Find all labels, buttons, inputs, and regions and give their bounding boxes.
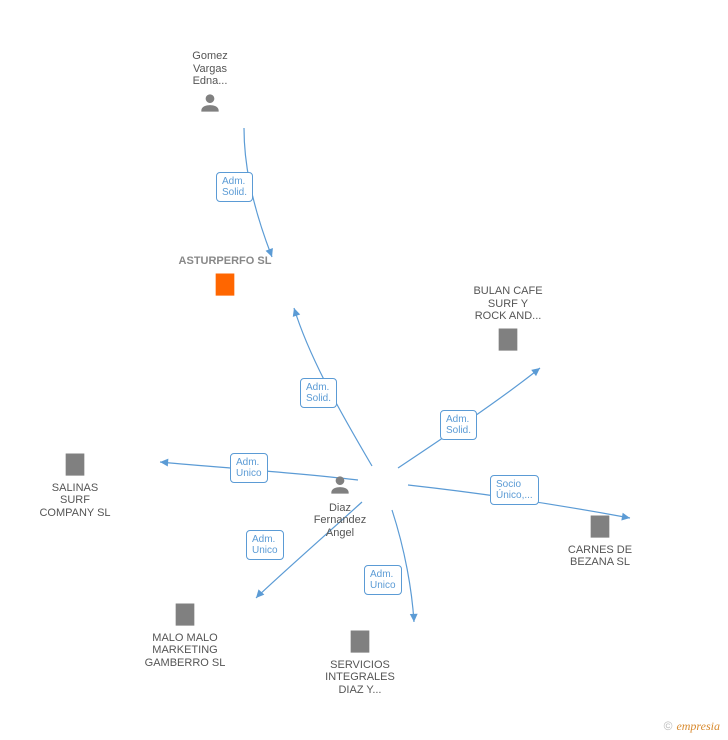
building-icon (586, 512, 614, 540)
node-company-carnes[interactable]: CARNES DE BEZANA SL (550, 510, 650, 569)
node-person-diaz[interactable]: Diaz Fernandez Angel (295, 470, 385, 540)
building-icon (211, 270, 239, 298)
brand-rest: mpresia (682, 719, 720, 733)
copyright-symbol: © (664, 719, 673, 733)
node-label: SERVICIOS INTEGRALES DIAZ Y... (305, 659, 415, 697)
building-icon (171, 600, 199, 628)
person-icon (197, 90, 223, 116)
edge-label: Adm. Unico (364, 565, 402, 595)
node-company-bulan[interactable]: BULAN CAFE SURF Y ROCK AND... (458, 285, 558, 357)
building-icon (61, 450, 89, 478)
node-person-gomez[interactable]: Gomez Vargas Edna... (175, 50, 245, 120)
node-label: Diaz Fernandez Angel (295, 502, 385, 540)
edge-label: Adm. Solid. (300, 378, 337, 408)
edge-arrowhead (293, 308, 300, 317)
node-company-asturperfo[interactable]: ASTURPERFO SL (165, 255, 285, 301)
edge-arrowhead (256, 589, 264, 598)
node-company-malo[interactable]: MALO MALO MARKETING GAMBERRO SL (130, 598, 240, 670)
node-label: MALO MALO MARKETING GAMBERRO SL (130, 632, 240, 670)
edge-arrowhead (160, 459, 168, 467)
node-label: CARNES DE BEZANA SL (550, 544, 650, 569)
node-label: Gomez Vargas Edna... (175, 50, 245, 88)
edge-label: Adm. Unico (246, 530, 284, 560)
building-icon (494, 325, 522, 353)
node-company-salinas[interactable]: SALINAS SURF COMPANY SL (25, 448, 125, 520)
edge-label: Adm. Solid. (440, 410, 477, 440)
edge-label: Adm. Solid. (216, 172, 253, 202)
node-company-servicios[interactable]: SERVICIOS INTEGRALES DIAZ Y... (305, 625, 415, 697)
node-label: BULAN CAFE SURF Y ROCK AND... (458, 285, 558, 323)
edge-label: Adm. Unico (230, 453, 268, 483)
node-label: ASTURPERFO SL (165, 255, 285, 268)
edge-label: Socio Único,... (490, 475, 539, 505)
edge-arrowhead (410, 614, 418, 622)
watermark: ©empresia (664, 719, 720, 734)
edge-arrowhead (531, 368, 540, 376)
node-label: SALINAS SURF COMPANY SL (25, 482, 125, 520)
person-icon (327, 472, 353, 498)
building-icon (346, 627, 374, 655)
